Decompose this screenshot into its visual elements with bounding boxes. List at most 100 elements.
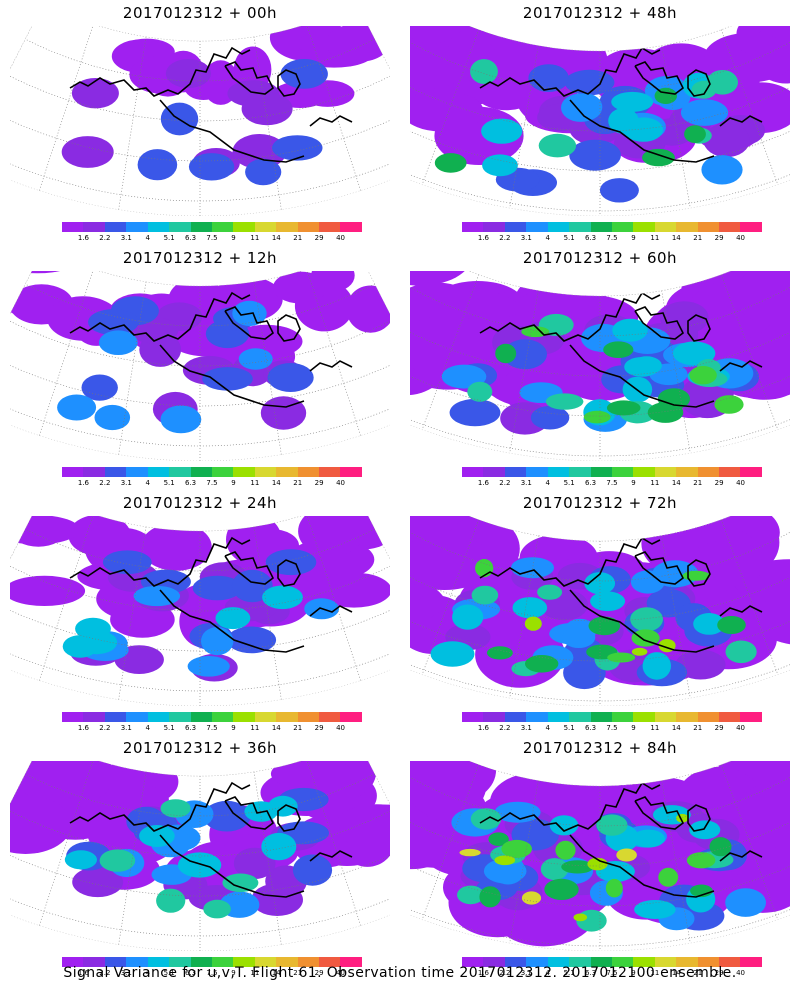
map-panel: 2017012312 + 72h 1.6 2.2 3.1 4 5.1 6.3 7.5 9 11 14… [400,490,800,732]
variance-contour [612,318,648,342]
colorbar [462,467,762,477]
longitude-line [10,26,44,160]
colorbar-swatch [276,957,298,967]
variance-contour [701,155,743,185]
variance-contour [537,584,563,600]
colorbar-swatch [611,467,634,477]
variance-contour [467,381,493,402]
colorbar-label: 1.6 [477,234,489,242]
longitude-line [421,29,479,185]
colorbar-label: 29 [314,969,324,977]
colorbar-label: 40 [736,724,746,732]
longitude-line [39,26,94,191]
variance-contour [203,800,251,832]
longitude-line [306,26,361,191]
latitude-line [10,845,390,897]
variance-contour [177,852,222,878]
colorbar-swatch [62,712,84,722]
colorbar-swatch [169,957,191,967]
variance-contour [568,93,603,121]
panel-title: 2017012312 + 60h [522,249,678,267]
colorbar-swatch [319,957,341,967]
variance-contour [160,405,202,434]
variance-contour [709,837,732,857]
latitude-line [410,107,790,172]
longitude-line [253,526,282,700]
colorbar-swatch [104,222,127,232]
colorbar-swatch [254,712,277,722]
colorbar-label: 5.1 [563,479,575,487]
colorbar-swatch [483,222,505,232]
colorbar-labels: 1.6 2.2 3.1 4 5.1 6.3 7.5 9 11 14 21 29 40 [62,724,362,734]
variance-blob [410,535,495,590]
colorbar-swatch [254,957,277,967]
latitude-line [25,38,375,82]
variance-contour [261,832,297,861]
colorbar-swatch [654,957,677,967]
colorbar-label: 9 [631,724,636,732]
colorbar-label: 2.2 [99,234,111,242]
variance-contour [631,356,662,375]
variance-contour [684,125,706,143]
colorbar-labels: 1.6 2.2 3.1 4 5.1 6.3 7.5 9 11 14 21 29 40 [462,724,762,734]
colorbar-label: 40 [336,969,346,977]
variance-contour [260,396,307,430]
colorbar-label: 9 [231,969,236,977]
colorbar-label: 6.3 [584,479,597,487]
colorbar-swatch [340,957,362,967]
variance-contour [623,117,664,142]
variance-contour [72,866,124,898]
colorbar-swatch [297,957,320,967]
variance-contour [470,59,498,84]
colorbar-swatch [526,467,548,477]
panel-title: 2017012312 + 12h [122,249,278,267]
colorbar-swatch [569,467,591,477]
variance-contour [588,616,621,636]
variance-contour [631,647,648,656]
colorbar-label: 6.3 [584,969,597,977]
colorbar-label: 29 [314,234,324,242]
variance-contour [88,309,139,336]
variance-blob [273,271,327,304]
variance-contour [238,348,273,370]
variance-contour [530,405,570,430]
colorbar-labels: 1.6 2.2 3.1 4 5.1 6.3 7.5 9 11 14 21 29 40 [462,234,762,244]
colorbar-swatch [126,467,148,477]
colorbar-label: 3.1 [520,724,532,732]
variance-blob [140,522,212,571]
variance-contour [81,374,118,401]
variance-contour [631,829,665,848]
colorbar-label: 14 [671,969,681,977]
colorbar-swatch [254,467,277,477]
variance-contour [99,849,136,872]
colorbar-label: 5.1 [163,479,175,487]
variance-contour [714,395,744,414]
colorbar-label: 9 [231,724,236,732]
variance-contour [538,133,577,158]
colorbar-label: 21 [693,234,703,242]
colorbar-swatch [147,467,170,477]
colorbar-swatch [340,712,362,722]
variance-contour [603,341,634,358]
variance-contour [686,852,716,869]
colorbar-label: 5.1 [163,234,175,242]
variance-contour [292,854,333,886]
colorbar-label: 4 [545,479,550,487]
longitude-line [306,516,361,681]
longitude-line [721,519,779,675]
variance-contour [215,607,251,630]
colorbar-swatch [169,712,191,722]
variance-contour [642,148,675,167]
colorbar-swatch [233,467,255,477]
longitude-line [721,764,779,920]
colorbar-swatch [547,222,570,232]
variance-contour [691,80,717,99]
colorbar-label: 21 [293,724,303,732]
variance-contour [495,343,517,364]
variance-contour [160,799,191,818]
longitude-line [118,36,147,210]
colorbar-label: 11 [250,234,260,242]
colorbar-swatch [483,712,505,722]
longitude-line [253,36,282,210]
variance-contour [675,649,726,680]
